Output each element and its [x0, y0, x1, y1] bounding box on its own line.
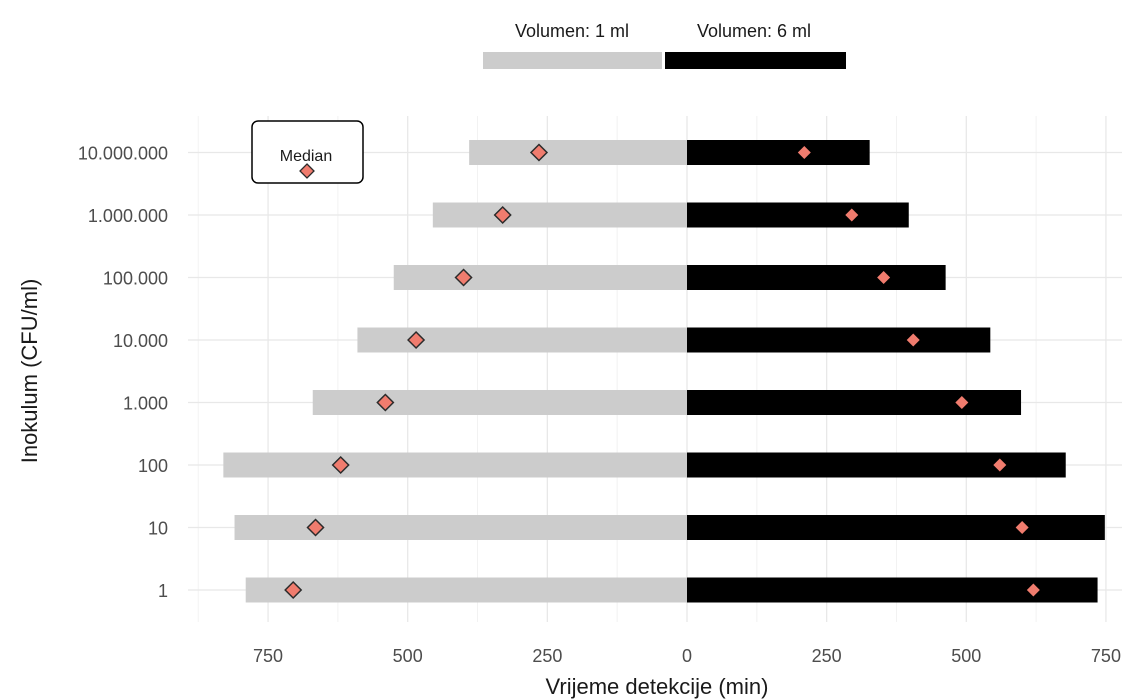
x-tick-label: 500: [951, 646, 981, 666]
median-marker-1ml-100: [331, 455, 350, 475]
median-marker-1ml-1.000: [376, 393, 395, 412]
median-marker-6ml-10.000.000: [797, 146, 811, 159]
bar-1ml-100: [223, 452, 687, 478]
x-tick-labels: 750 500 250 0 250 500 750: [253, 646, 1121, 666]
y-axis-title: Inokulum (CFU/ml): [17, 279, 42, 464]
x-axis-title: Vrijeme detekcije (min): [546, 674, 769, 699]
legend: Volumen: 1 ml Volumen: 6 ml: [483, 21, 846, 69]
median-marker-6ml-100: [993, 458, 1007, 472]
y-tick-label: 1.000: [123, 394, 168, 414]
median-markers: [284, 143, 1040, 600]
median-marker-1ml-10.000: [407, 330, 426, 350]
bar-6ml-100: [687, 452, 1066, 478]
x-tick-label: 500: [393, 646, 423, 666]
bar-6ml-100.000: [687, 265, 946, 290]
y-tick-labels: 1 10 100 1.000 10.000 100.000 1.000.000 10.000.…: [78, 144, 168, 602]
median-marker-6ml-1: [1026, 583, 1040, 597]
bar-1ml-10: [234, 515, 687, 540]
legend-label-6ml: Volumen: 6 ml: [697, 21, 811, 41]
x-tick-label: 0: [682, 646, 692, 666]
y-tick-label: 10: [148, 519, 168, 539]
median-annotation-marker: [299, 163, 315, 179]
bar-1ml-100.000: [393, 265, 687, 290]
x-tick-label: 250: [532, 646, 562, 666]
x-tick-label: 750: [1091, 646, 1121, 666]
legend-label-1ml: Volumen: 1 ml: [515, 21, 629, 41]
bar-6ml-10.000: [687, 327, 991, 353]
median-marker-6ml-1.000.000: [845, 208, 859, 222]
bar-1ml-10.000: [357, 327, 687, 353]
bar-1ml-10.000.000: [469, 140, 687, 165]
bar-6ml-10: [687, 515, 1105, 540]
bar-1ml-1.000: [312, 390, 687, 415]
bar-1ml-1: [245, 577, 687, 603]
bar-1ml-1.000.000: [432, 202, 687, 228]
median-marker-1ml-10.000.000: [529, 143, 549, 162]
median-marker-6ml-1.000: [955, 396, 969, 409]
y-tick-label: 1: [158, 581, 168, 601]
bar-6ml-10.000.000: [687, 140, 870, 165]
grid: [188, 116, 1122, 622]
median-annotation: Median: [251, 120, 364, 184]
y-tick-label: 10.000.000: [78, 144, 168, 164]
bar-6ml-1.000.000: [687, 202, 909, 228]
y-tick-label: 100: [138, 456, 168, 476]
y-tick-label: 100.000: [103, 269, 168, 289]
median-marker-1ml-1: [284, 580, 303, 600]
x-tick-label: 750: [253, 646, 283, 666]
legend-swatch-1ml: [483, 52, 662, 69]
x-tick-label: 250: [812, 646, 842, 666]
median-marker-1ml-1.000.000: [493, 205, 512, 225]
median-marker-1ml-10: [306, 518, 325, 537]
median-annotation-box: [251, 120, 364, 184]
median-marker-1ml-100.000: [454, 268, 473, 287]
y-tick-label: 1.000.000: [88, 206, 168, 226]
bar-6ml-1.000: [687, 390, 1022, 415]
bars: [223, 140, 1105, 603]
median-annotation-label: Median: [280, 148, 332, 165]
median-marker-6ml-10: [1015, 521, 1029, 534]
median-marker-6ml-100.000: [877, 271, 891, 284]
legend-swatch-6ml: [665, 52, 846, 69]
y-tick-label: 10.000: [113, 331, 168, 351]
median-marker-6ml-10.000: [906, 333, 920, 347]
